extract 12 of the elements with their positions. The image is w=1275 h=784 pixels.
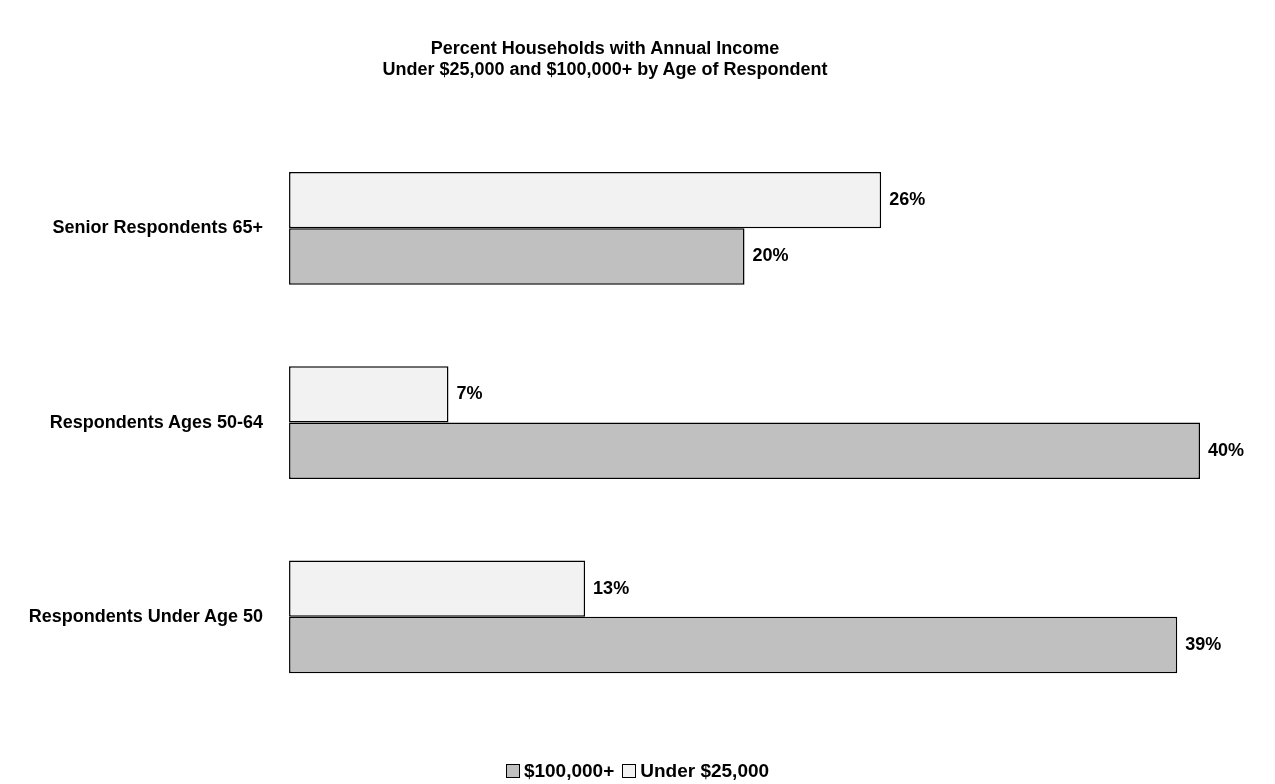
data-label: 13% <box>593 577 630 598</box>
legend-label: $100,000+ <box>523 760 615 782</box>
chart-title: Percent Households with Annual Income Under $25,000 and $100,000+ by Age of Respondent <box>382 37 828 80</box>
legend-label: Under $25,000 <box>640 760 770 782</box>
y-tick-label: Respondents Under Age 50 <box>28 605 264 626</box>
data-label: 26% <box>889 189 926 210</box>
data-label: 40% <box>1208 439 1245 460</box>
data-label: 7% <box>456 383 483 404</box>
data-label: 39% <box>1185 634 1222 654</box>
y-tick-label: Respondents Ages 50-64 <box>49 411 264 432</box>
y-tick-label: Senior Respondents 65+ <box>52 217 264 238</box>
data-label: 20% <box>752 245 789 266</box>
